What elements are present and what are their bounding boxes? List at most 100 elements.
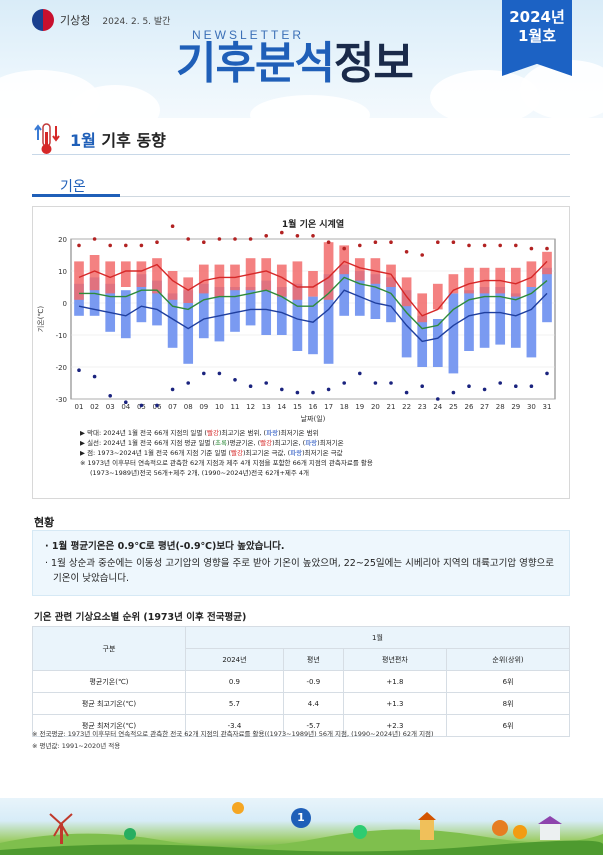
tmax-bar — [261, 258, 272, 291]
row-label: 평균 최저기온(℃) — [32, 714, 186, 737]
tmax-bar — [308, 271, 318, 297]
kma-logo: 기상청 2024. 2. 5. 발간 — [32, 9, 170, 31]
col-group-header: 구분 — [32, 626, 186, 671]
x-tick-label: 01 — [75, 403, 84, 411]
extreme-low-point — [373, 381, 378, 385]
footnote-2: ※ 평년값: 1991~2020년 적용 — [32, 742, 121, 750]
extreme-low-point — [186, 381, 190, 385]
tavg-line — [79, 276, 548, 330]
tmin-bar — [198, 283, 209, 339]
extreme-high-point — [545, 246, 549, 251]
x-tick-label: 23 — [418, 403, 427, 411]
tmax-bar — [432, 283, 443, 310]
x-tick-label: 21 — [387, 403, 396, 411]
table-cell: -3.4 — [185, 714, 284, 737]
y-tick-label: 20 — [58, 236, 67, 244]
newsletter-label: NEWSLETTER — [192, 28, 305, 42]
extreme-high-point — [514, 243, 518, 248]
extreme-high-point — [233, 237, 237, 241]
extreme-high-point — [404, 250, 409, 254]
tmin-bar — [214, 287, 225, 342]
table-cell: -5.7 — [282, 714, 344, 737]
tmax-bar — [401, 277, 412, 307]
page-number: 1 — [291, 808, 311, 828]
extreme-high-point — [451, 240, 456, 244]
publish-date: 2024. 2. 5. 발간 — [102, 16, 171, 27]
tmin-bar — [370, 274, 381, 319]
tmin-bar — [245, 287, 256, 326]
landscape-illustration — [0, 802, 603, 855]
chart-container: 1월 기온 시계열20100-10-20-30기온(℃)010203040506… — [32, 206, 570, 499]
x-axis-label: 날짜(일) — [301, 414, 326, 423]
extreme-high-point — [498, 243, 503, 248]
section-label: 기후 동향 — [95, 131, 166, 150]
x-tick-label: 11 — [231, 403, 240, 411]
table-cell: 0.9 — [185, 670, 284, 693]
x-tick-label: 17 — [324, 403, 333, 411]
section-divider — [32, 154, 570, 155]
tmax-bar — [74, 261, 84, 300]
extreme-high-point — [342, 246, 347, 251]
extreme-low-point — [420, 384, 425, 388]
extreme-high-point — [170, 224, 175, 228]
table-cell: 6위 — [446, 714, 570, 737]
extreme-high-point — [108, 243, 112, 248]
x-tick-label: 09 — [199, 403, 208, 411]
extreme-low-point — [170, 387, 175, 392]
title-rest: 정보 — [333, 38, 414, 89]
extreme-low-point — [92, 374, 97, 379]
note-2: ▶ 실선: 2024년 1월 전국 66개 지점 평균 일별 (초록)평균기온,… — [80, 439, 344, 447]
extreme-low-point — [342, 381, 347, 385]
extreme-low-point — [529, 384, 534, 388]
tmax-bar — [120, 261, 131, 287]
tmin-bar — [276, 287, 287, 335]
x-tick-label: 20 — [371, 403, 380, 411]
x-tick-label: 13 — [262, 403, 271, 411]
extreme-high-point — [436, 240, 440, 244]
extreme-high-point — [326, 240, 331, 244]
table-cell: 5.7 — [185, 692, 284, 715]
x-tick-label: 07 — [168, 403, 177, 411]
extreme-high-point — [248, 237, 253, 241]
tmin-bar — [105, 283, 116, 332]
x-tick-label: 15 — [293, 403, 302, 411]
tmin-bar — [354, 271, 365, 316]
col-header: 평년편차 — [342, 648, 448, 671]
tmin-bar — [152, 280, 162, 326]
extreme-low-point — [311, 390, 315, 395]
x-tick-label: 03 — [106, 403, 115, 411]
tmax-bar — [323, 242, 334, 300]
tmax-bar — [198, 264, 209, 294]
page-title: 기후분석정보 — [176, 38, 414, 89]
tmin-bar — [401, 290, 412, 358]
tmin-bar — [495, 287, 506, 345]
table-cell: +2.3 — [342, 714, 448, 737]
x-tick-label: 25 — [449, 403, 458, 411]
section-title: 1월 기후 동향 — [70, 127, 166, 151]
tmax-bar — [89, 255, 100, 291]
x-tick-label: 31 — [543, 403, 552, 411]
tmin-bar — [120, 290, 131, 339]
extreme-low-point — [482, 387, 487, 392]
note-1: ▶ 막대: 2024년 1월 전국 66개 지점의 일별 (빨강)최고기온 범위… — [80, 429, 319, 437]
extreme-low-point — [124, 400, 128, 404]
tmax-bar — [386, 264, 396, 287]
x-tick-label: 12 — [246, 403, 255, 411]
tmin-bar — [386, 277, 396, 323]
tmin-bar — [167, 293, 178, 348]
tmin-bar — [510, 293, 521, 348]
extreme-low-point — [217, 371, 222, 376]
extreme-high-point — [311, 234, 315, 238]
table-cell: 6위 — [446, 670, 570, 693]
table-cell: 8위 — [446, 692, 570, 715]
extreme-high-point — [155, 240, 159, 244]
col-header: 순위(상위) — [446, 648, 570, 671]
ranking-table: 구분 1월 2024년 평년 평년편차 순위(상위) 평균기온(℃) 0.9 -… — [32, 626, 570, 737]
subsection-divider — [32, 196, 570, 197]
extreme-low-point — [498, 381, 503, 385]
tmax-bar — [542, 251, 552, 275]
extreme-high-point — [77, 243, 81, 248]
tmin-bar — [542, 267, 552, 323]
row-label: 평균기온(℃) — [32, 670, 186, 693]
col-header: 2024년 — [185, 648, 284, 671]
